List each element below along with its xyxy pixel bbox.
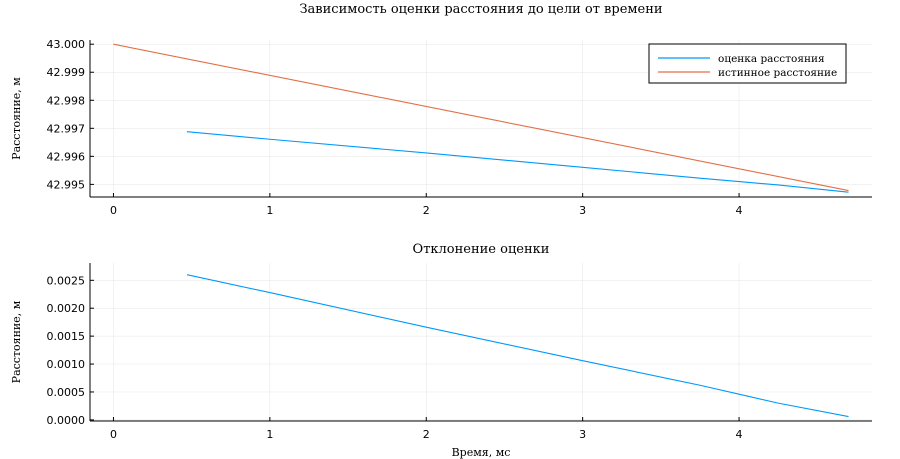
y-tick-label: 42.995 [47,178,86,191]
x-tick-label: 0 [110,204,117,217]
x-tick-label: 4 [736,428,743,441]
y-tick-label: 0.0000 [47,414,86,427]
y-tick-label: 0.0010 [47,358,86,371]
y-tick-label: 42.997 [47,122,86,135]
x-tick-label: 3 [579,204,586,217]
x-tick-label: 4 [736,204,743,217]
series-line-1 [186,274,849,418]
y-tick-label: 0.0025 [47,274,86,287]
y-tick-label: 0.0015 [47,330,86,343]
y-axis-label: Расстояние, м [10,77,23,160]
x-tick-label: 1 [266,428,273,441]
legend-label: истинное расстояние [718,67,837,79]
y-axis-label: Расстояние, м [10,300,23,383]
chart-title: Зависимость оценки расстояния до цели от… [299,2,662,17]
y-tick-label: 42.999 [47,66,86,79]
y-tick-label: 43.000 [47,38,86,51]
y-tick-label: 0.0005 [47,386,86,399]
legend: оценка расстояния истинное расстояние [648,43,847,84]
x-tick-label: 1 [266,204,273,217]
x-tick-label: 2 [423,428,430,441]
series-line-2 [113,43,849,192]
x-tick-label: 0 [110,428,117,441]
y-tick-label: 0.0020 [47,302,86,315]
series-line-1 [186,131,849,193]
legend-label: оценка расстояния [718,53,825,65]
subplot-2: 0 1 2 3 4 0.0000 0.0005 0.0010 0.0015 0.0020 0.002… [10,242,872,459]
x-tick-label: 3 [579,428,586,441]
x-axis-label: Время, мс [452,446,511,459]
chart-title: Отклонение оценки [413,242,550,257]
x-tick-label: 2 [423,204,430,217]
y-tick-label: 42.998 [47,94,86,107]
y-tick-label: 42.996 [47,150,86,163]
subplot-1: 0 1 2 3 4 42.995 42.996 42.997 42.998 42.999 43.00… [10,2,872,217]
legend-box [648,43,847,84]
